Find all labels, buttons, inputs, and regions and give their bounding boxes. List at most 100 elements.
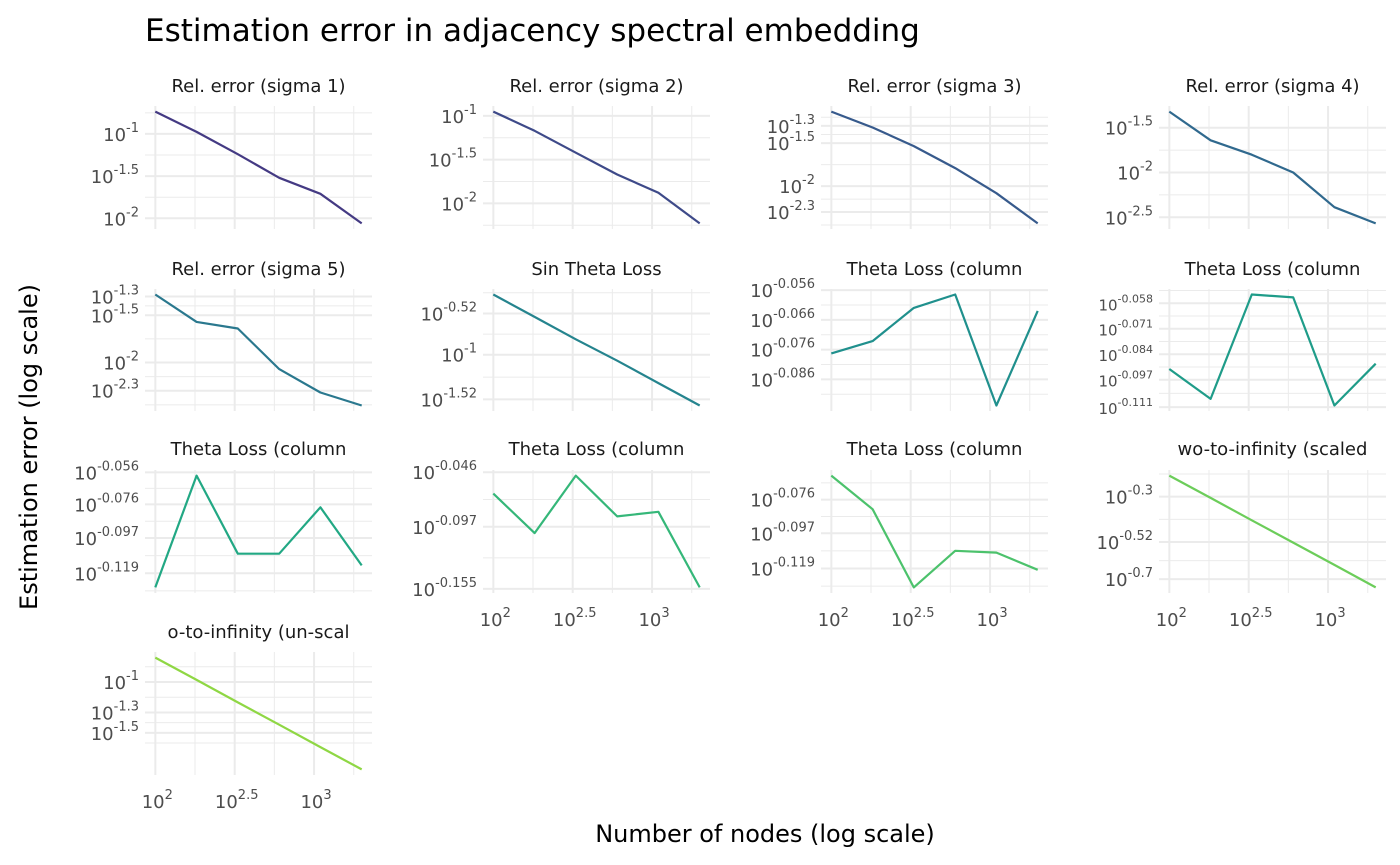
- tick-exponent: 2: [841, 606, 849, 621]
- tick-base: 10: [750, 560, 773, 581]
- tick-base: 10: [1314, 610, 1337, 631]
- facet-strip-title: Rel. error (sigma 2): [509, 76, 683, 97]
- tick-base: 10: [779, 177, 802, 198]
- x-tick-label: 103: [1314, 606, 1345, 631]
- x-tick-label: 102: [1156, 606, 1187, 631]
- series-line: [154, 110, 363, 225]
- y-tick-label: 10-0.097: [1098, 369, 1153, 391]
- tick-base: 10: [91, 724, 114, 745]
- series-line: [492, 474, 701, 588]
- tick-base: 10: [103, 125, 126, 146]
- y-tick-label: 10-1.5: [429, 147, 477, 172]
- tick-base: 10: [142, 792, 165, 813]
- tick-exponent: -1.52: [443, 386, 477, 401]
- tick-exponent: -0.097: [435, 514, 477, 529]
- tick-exponent: -0.084: [1118, 343, 1153, 356]
- facet-strip-title: Sin Theta Loss: [531, 259, 661, 280]
- tick-base: 10: [420, 390, 443, 411]
- y-tick-label: 10-0.097: [412, 514, 477, 539]
- tick-exponent: -0.111: [1118, 396, 1153, 409]
- tick-exponent: -2: [1140, 160, 1153, 175]
- facet-strip-title: Rel. error (sigma 5): [171, 259, 345, 280]
- tick-base: 10: [1229, 610, 1252, 631]
- tick-exponent: -2: [802, 173, 815, 188]
- y-tick-label: 10-0.7: [1105, 566, 1153, 591]
- tick-base: 10: [818, 610, 841, 631]
- tick-exponent: -1: [464, 103, 477, 118]
- tick-exponent: -1.3: [790, 113, 815, 128]
- y-tick-label: 10-0.097: [750, 520, 815, 545]
- tick-exponent: -1: [464, 342, 477, 357]
- y-tick-label: 10-2.3: [91, 378, 139, 403]
- y-tick-label: 10-0.155: [412, 576, 477, 601]
- tick-exponent: 2.5: [1252, 606, 1273, 621]
- tick-exponent: -2: [126, 349, 139, 364]
- tick-exponent: 2.5: [576, 606, 597, 621]
- y-tick-label: 10-0.046: [412, 459, 477, 484]
- x-tick-label: 102.5: [215, 788, 259, 813]
- tick-base: 10: [1098, 296, 1117, 314]
- y-tick-label: 10-1.5: [1105, 115, 1153, 140]
- facet-strip-title: Theta Loss (column: [846, 259, 1023, 280]
- tick-base: 10: [1098, 347, 1117, 365]
- series-line: [492, 110, 701, 225]
- tick-base: 10: [480, 610, 503, 631]
- tick-exponent: -1.5: [452, 147, 477, 162]
- tick-base: 10: [1096, 533, 1119, 554]
- series-line: [154, 656, 363, 771]
- y-tick-label: 10-0.52: [1096, 529, 1153, 554]
- tick-exponent: -0.076: [773, 337, 815, 352]
- tick-exponent: -0.119: [97, 560, 139, 575]
- series-line: [830, 293, 1039, 407]
- y-tick-label: 10-2: [779, 173, 815, 198]
- y-tick-label: 10-1: [441, 342, 477, 367]
- y-tick-label: 10-0.076: [74, 491, 139, 516]
- tick-exponent: -2.3: [114, 378, 139, 393]
- y-tick-label: 10-0.086: [750, 366, 815, 391]
- y-axis-title: Estimation error (log scale): [15, 284, 43, 610]
- y-tick-label: 10-0.056: [750, 277, 815, 302]
- tick-base: 10: [103, 209, 126, 230]
- y-tick-label: 10-0.084: [1098, 343, 1153, 365]
- series-line: [830, 110, 1039, 225]
- facet-strip-title: Rel. error (sigma 1): [171, 76, 345, 97]
- y-tick-label: 10-0.097: [74, 525, 139, 550]
- series-line: [1168, 110, 1377, 225]
- tick-base: 10: [1098, 400, 1117, 418]
- tick-exponent: -1.5: [114, 163, 139, 178]
- series-line: [1168, 293, 1377, 407]
- tick-base: 10: [103, 353, 126, 374]
- tick-exponent: -0.52: [443, 300, 477, 315]
- tick-base: 10: [74, 463, 97, 484]
- y-tick-label: 10-1.5: [91, 720, 139, 745]
- y-tick-label: 10-0.3: [1105, 484, 1153, 509]
- y-tick-label: 10-1.3: [91, 283, 139, 308]
- tick-exponent: -1.5: [114, 720, 139, 735]
- y-tick-label: 10-0.058: [1098, 292, 1153, 314]
- y-tick-label: 10-0.056: [74, 459, 139, 484]
- tick-exponent: -2.5: [1128, 204, 1153, 219]
- tick-exponent: -0.046: [435, 459, 477, 474]
- chart-title: Estimation error in adjacency spectral e…: [145, 13, 920, 49]
- facet-panel: 10-1.310-1.5 10-2 10-2.3 Rel. error (sigma …: [91, 259, 372, 411]
- tick-exponent: -2.3: [790, 199, 815, 214]
- tick-exponent: -1.3: [114, 700, 139, 715]
- facet-panel: 10-0.05810-0.07110-0.08410-0.09710-0.111…: [1098, 259, 1386, 418]
- tick-base: 10: [891, 610, 914, 631]
- tick-base: 10: [1105, 208, 1128, 229]
- tick-base: 10: [74, 564, 97, 585]
- tick-base: 10: [553, 610, 576, 631]
- tick-exponent: -0.097: [773, 520, 815, 535]
- tick-exponent: 2: [165, 788, 173, 803]
- tick-base: 10: [638, 610, 661, 631]
- tick-base: 10: [74, 529, 97, 550]
- tick-exponent: 2.5: [238, 788, 259, 803]
- tick-exponent: -1.5: [790, 130, 815, 145]
- series-line: [492, 293, 701, 407]
- y-tick-label: 10-1.5: [91, 302, 139, 327]
